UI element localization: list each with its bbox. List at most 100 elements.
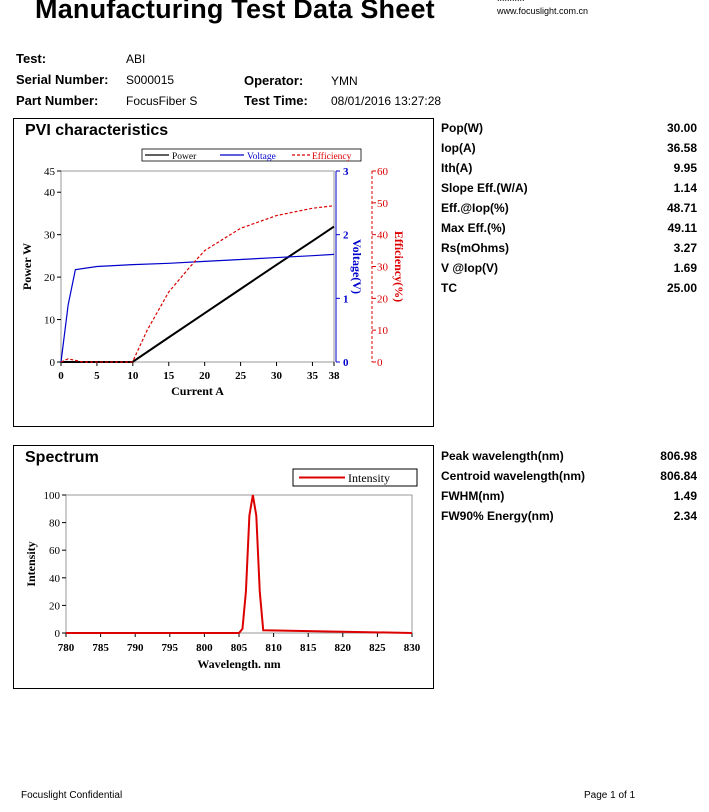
test-time-label: Test Time:	[244, 93, 308, 108]
pvi-efficiency-tick-label: 50	[377, 198, 389, 210]
pvi-stat-value: 25.00	[666, 281, 697, 295]
pvi-x-tick-label: 15	[163, 370, 175, 382]
spectrum-stat-row: FW90% Energy(nm) 2.34	[441, 509, 697, 529]
pvi-stat-row: V @Iop(V) 1.69	[441, 261, 697, 281]
pvi-voltage-tick-label: 3	[343, 166, 349, 178]
pvi-series-efficiency	[60, 205, 335, 363]
pvi-legend-label: Efficiency	[312, 151, 352, 162]
pvi-x-tick-label: 38	[329, 370, 341, 382]
page-title: Manufacturing Test Data Sheet	[35, 0, 435, 24]
pvi-y-tick-label: 20	[44, 272, 56, 284]
spectrum-x-tick-label: 815	[300, 642, 317, 654]
pvi-stat-label: TC	[441, 281, 457, 295]
pvi-y-tick-label: 10	[44, 315, 56, 327]
pvi-stats: Pop(W) 30.00 Iop(A) 36.58 Ith(A) 9.95 Slope Ef…	[441, 121, 697, 306]
test-value: ABI	[126, 52, 146, 66]
pvi-stat-value: 49.11	[667, 221, 697, 235]
pvi-efficiency-tick-label: 0	[377, 357, 383, 369]
pvi-stat-label: Max Eff.(%)	[441, 221, 506, 235]
pvi-stat-value: 36.58	[666, 141, 697, 155]
pvi-series-power	[61, 225, 335, 363]
pvi-efficiency-tick-label: 30	[377, 262, 389, 274]
pvi-voltage-tick-label: 2	[343, 230, 349, 242]
spectrum-x-tick-label: 820	[335, 642, 352, 654]
spectrum-stat-label: FWHM(nm)	[441, 489, 505, 503]
company-url[interactable]: www.focuslight.com.cn	[497, 6, 589, 16]
pvi-efficiency-tick-label: 60	[377, 166, 389, 178]
pvi-stat-label: V @Iop(V)	[441, 261, 499, 275]
test-time-value: 08/01/2016 13:27:28	[331, 94, 442, 108]
pvi-x-tick-label: 0	[58, 370, 64, 382]
pvi-chart: 0 5 10 15 20 25 30 35 38010203040450123010203040…	[20, 148, 406, 398]
pvi-legend-label: Power	[172, 152, 197, 162]
spectrum-chart-panel: Spectrum 780 785 790 795 800 805 810 815 820 825 8…	[13, 445, 434, 689]
spectrum-y-tick-label: 20	[49, 600, 61, 612]
pvi-legend-label: Voltage	[247, 152, 276, 162]
spectrum-stats: Peak wavelength(nm) 806.98 Centroid wavele…	[441, 449, 697, 534]
test-label: Test:	[16, 51, 47, 66]
pvi-y-tick-label: 40	[44, 187, 56, 199]
spectrum-legend-box	[292, 468, 418, 487]
footer-page-number: Page 1 of 1	[584, 790, 636, 801]
pvi-stat-value: 30.00	[666, 121, 697, 135]
spectrum-x-tick-label: 785	[92, 642, 109, 654]
pvi-x-tick-label: 10	[127, 370, 139, 382]
pvi-legend-box	[141, 148, 362, 162]
pvi-y-axis-label: Power W	[20, 243, 34, 290]
part-number-label: Part Number:	[16, 93, 99, 108]
pvi-stat-value: 48.71	[666, 201, 697, 215]
spectrum-y-tick-label: 60	[49, 545, 61, 557]
spectrum-stat-label: Peak wavelength(nm)	[441, 449, 564, 463]
pvi-stat-label: Rs(mOhms)	[441, 241, 510, 255]
pvi-stat-row: Slope Eff.(W/A) 1.14	[441, 181, 697, 201]
spectrum-legend-label: Intensity	[348, 471, 390, 485]
part-number-value: FocusFiber S	[126, 94, 198, 108]
pvi-efficiency-tick-label: 20	[377, 293, 389, 305]
pvi-series-voltage	[60, 253, 335, 363]
spectrum-x-axis-label: Wavelength. nm	[197, 657, 280, 671]
spectrum-y-axis-label: Intensity	[24, 541, 38, 586]
pvi-stat-label: Slope Eff.(W/A)	[441, 181, 528, 195]
spectrum-stat-value: 806.84	[660, 469, 697, 483]
pvi-stat-label: Pop(W)	[441, 121, 483, 135]
pvi-stat-value: 1.14	[673, 181, 697, 195]
pvi-y-tick-label: 30	[44, 230, 56, 242]
spectrum-x-tick-label: 830	[404, 642, 421, 654]
spectrum-stat-value: 2.34	[673, 509, 697, 523]
pvi-stat-value: 3.27	[673, 241, 697, 255]
pvi-efficiency-tick-label: 40	[377, 230, 389, 242]
pvi-voltage-tick-label: 0	[343, 357, 349, 369]
spectrum-stat-row: Peak wavelength(nm) 806.98	[441, 449, 697, 469]
pvi-stat-row: Iop(A) 36.58	[441, 141, 697, 161]
pvi-stat-label: Ith(A)	[441, 161, 473, 175]
footer-confidential: Focuslight Confidential	[21, 790, 123, 801]
pvi-stat-row: Pop(W) 30.00	[441, 121, 697, 141]
pvi-stat-row: Rs(mOhms) 3.27	[441, 241, 697, 261]
company-address: ...........	[497, 0, 525, 3]
pvi-x-tick-label: 30	[271, 370, 283, 382]
pvi-x-tick-label: 25	[235, 370, 247, 382]
spectrum-plot-area	[65, 494, 413, 634]
pvi-stat-label: Iop(A)	[441, 141, 476, 155]
spectrum-x-tick-label: 805	[231, 642, 248, 654]
spectrum-stat-label: FW90% Energy(nm)	[441, 509, 554, 523]
operator-value: YMN	[331, 74, 358, 88]
pvi-chart-title: PVI characteristics	[25, 122, 169, 139]
serial-number-label: Serial Number:	[16, 72, 109, 87]
pvi-voltage-tick-label: 1	[343, 293, 349, 305]
pvi-x-axis-label: Current A	[171, 384, 224, 398]
spectrum-x-tick-label: 780	[58, 642, 75, 654]
pvi-voltage-axis-label: Voltage(V)	[350, 239, 364, 294]
pvi-stat-row: Eff.@Iop(%) 48.71	[441, 201, 697, 221]
spectrum-stat-row: Centroid wavelength(nm) 806.84	[441, 469, 697, 489]
pvi-x-tick-label: 5	[94, 370, 100, 382]
spectrum-chart: 780 785 790 795 800 805 810 815 820 825 830 0 20 40 60…	[24, 468, 421, 671]
pvi-stat-row: Max Eff.(%) 49.11	[441, 221, 697, 241]
pvi-efficiency-tick-label: 10	[377, 325, 389, 337]
spectrum-x-tick-label: 795	[162, 642, 179, 654]
spectrum-stat-value: 806.98	[660, 449, 697, 463]
pvi-stat-value: 9.95	[673, 161, 697, 175]
spectrum-x-tick-label: 825	[369, 642, 386, 654]
pvi-stat-row: Ith(A) 9.95	[441, 161, 697, 181]
spectrum-x-tick-label: 800	[196, 642, 213, 654]
